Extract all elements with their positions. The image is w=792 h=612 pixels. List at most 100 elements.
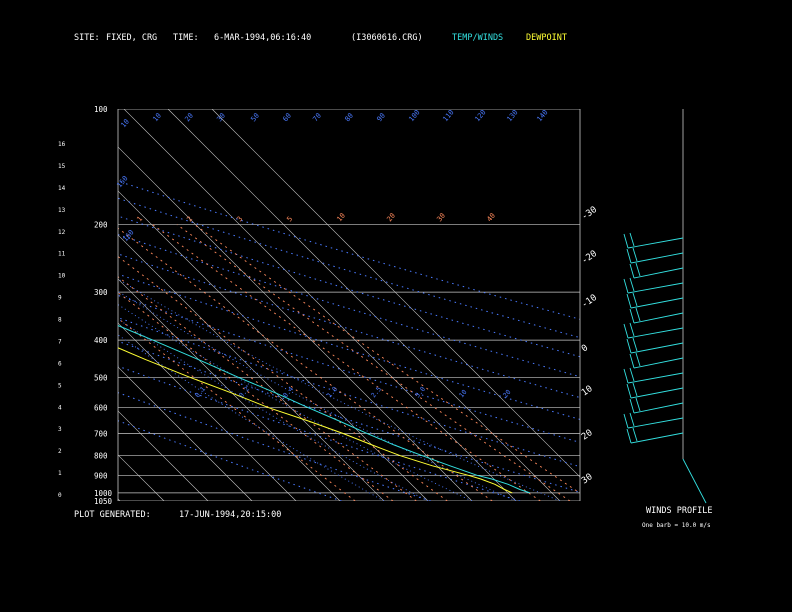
right-temp-label: 20	[580, 428, 595, 442]
mixing-ratio-line	[118, 256, 448, 501]
wind-barb-flag	[629, 263, 635, 279]
right-temp-label: 10	[580, 384, 595, 398]
height-tick-label: 10	[58, 273, 66, 280]
wind-barb-flag	[629, 232, 635, 247]
wind-barb-flag	[629, 398, 635, 414]
pressure-label: 1050	[94, 497, 113, 506]
dry-adiabat	[118, 317, 580, 468]
wind-barb-flag	[635, 262, 641, 277]
winds-profile-label: WINDS PROFILE	[646, 506, 713, 516]
wind-barb-shaft	[630, 432, 684, 444]
pressure-label: 300	[94, 288, 108, 297]
pressure-label: 700	[94, 429, 108, 438]
dry-adiabat-label: 100	[407, 108, 421, 123]
wind-barb-flag	[623, 368, 629, 384]
pressure-label: 200	[94, 221, 108, 230]
mixing-ratio-label: 30	[435, 212, 447, 224]
wind-barb-flag	[629, 367, 635, 382]
wind-barb-flag	[626, 293, 632, 309]
grid-layer	[0, 109, 580, 501]
wind-barb-shaft	[633, 312, 684, 324]
wind-barb-shaft	[627, 417, 684, 429]
dry-adiabat-label: 10	[151, 112, 163, 124]
dry-adiabat	[118, 420, 342, 501]
wind-barb-flag	[626, 248, 632, 264]
dry-adiabats-layer	[118, 180, 580, 501]
dry-adiabat-label: 60	[281, 112, 293, 124]
wind-barb-flag	[626, 383, 632, 399]
height-tick-label: 14	[58, 185, 66, 192]
mixing-ratio-layer	[118, 224, 580, 501]
plot-generated-label: PLOT GENERATED:	[74, 510, 151, 520]
isotherm	[118, 190, 429, 501]
mixing-ratio-line	[176, 224, 571, 501]
isotherm	[118, 322, 297, 501]
dry-adiabat-label: 160	[121, 228, 135, 243]
right-temp-label: -20	[580, 249, 599, 267]
winds-profile-layer	[623, 109, 707, 504]
dry-adiabat-label: 120	[473, 108, 487, 123]
pressure-label: 800	[94, 452, 108, 461]
moist-adiabats-layer	[118, 278, 561, 501]
isotherm	[118, 234, 385, 501]
wind-barb-shaft	[627, 327, 684, 339]
wind-barb-flag	[635, 307, 641, 322]
site-value: FIXED, CRG	[106, 33, 158, 43]
right-temp-label: 30	[580, 472, 595, 486]
wind-barb-flag	[632, 427, 638, 442]
moist-label: 0.4	[281, 385, 295, 399]
right-temp-label: -10	[580, 293, 599, 311]
isotherm	[0, 109, 32, 501]
isotherm	[167, 109, 561, 501]
mixing-ratio-label: 10	[335, 212, 347, 224]
dry-adiabat-label: 140	[535, 108, 549, 123]
wind-barb-flag	[626, 428, 632, 444]
height-tick-label: 11	[58, 251, 66, 258]
height-tick-label: 16	[58, 141, 66, 148]
site-label: SITE:	[74, 33, 100, 43]
mixing-ratio-line	[194, 224, 580, 494]
dry-adiabat-label: 150	[115, 174, 129, 189]
wind-barb-flag	[629, 277, 635, 292]
height-tick-label: 0	[58, 492, 62, 499]
wind-barb-flag	[623, 323, 629, 339]
mixing-ratio-label: 3	[235, 215, 244, 223]
wind-barb-flag	[623, 233, 629, 249]
wind-barb-flag	[629, 308, 635, 324]
dry-adiabat	[118, 340, 580, 493]
isotherm	[118, 146, 473, 501]
mixing-ratio-label: 20	[385, 212, 397, 224]
temperature-profile	[118, 324, 531, 494]
wind-barb-shaft	[627, 237, 684, 249]
isotherm	[211, 109, 580, 478]
pressure-label: 500	[94, 373, 108, 382]
wind-barb-flag	[629, 353, 635, 369]
dewpoint-legend: DEWPOINT	[526, 33, 567, 43]
moist-adiabat	[118, 318, 429, 501]
wind-barb-flag	[629, 322, 635, 337]
height-tick-label: 9	[58, 295, 62, 302]
dry-adiabat-label: 30	[215, 112, 227, 124]
wind-barb-flag	[632, 247, 638, 262]
wind-barb-flag	[629, 412, 635, 427]
dry-adiabat-label: 80	[343, 112, 355, 124]
height-tick-label: 3	[58, 426, 62, 433]
dry-adiabat-label: 90	[375, 112, 387, 124]
temp-winds-legend: TEMP/WINDS	[452, 33, 504, 43]
mixing-ratio-label: 40	[485, 212, 497, 224]
height-tick-label: 4	[58, 404, 62, 411]
right-temp-label: -30	[580, 205, 599, 223]
wind-barb-shaft	[630, 387, 684, 399]
dry-adiabat-label: 10	[119, 118, 131, 130]
moist-label: 10	[457, 388, 468, 399]
wind-barb-shaft	[627, 372, 684, 384]
wind-barb-shaft	[630, 252, 684, 264]
pressure-label: 900	[94, 471, 108, 480]
plot-generated-value: 17-JUN-1994,20:15:00	[179, 510, 282, 520]
right-temp-label: 0	[580, 343, 590, 354]
wind-barb-flag	[626, 338, 632, 354]
wind-barb-shaft	[633, 402, 684, 414]
file-id: (I3060616.CRG)	[351, 33, 423, 43]
dry-adiabat-label: 50	[249, 112, 261, 124]
